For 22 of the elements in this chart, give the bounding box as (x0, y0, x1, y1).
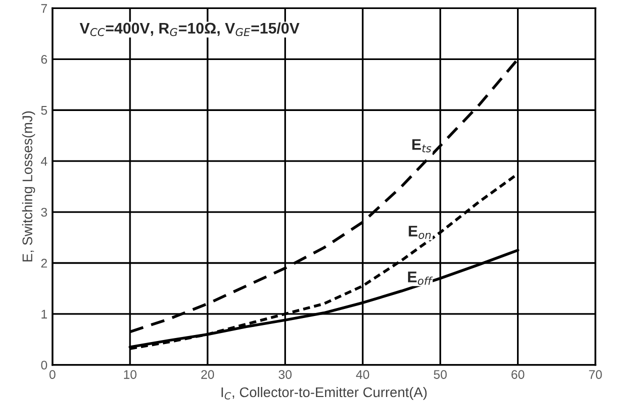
x-tick-label: 60 (512, 370, 524, 379)
annotation: V$_{CC}$=400V, R$_{G}$=10Ω, V$_{GE}$=15/0V (80, 22, 300, 36)
x-tick-label: 70 (589, 370, 602, 379)
x-tick-label: 10 (124, 370, 136, 379)
x-tick-label: 30 (278, 370, 292, 379)
series-label: E$_{ts}$ (412, 139, 432, 152)
series-label: E$_{on}$ (408, 226, 431, 239)
x-tick-label: 20 (201, 370, 214, 379)
x-tick-label: 40 (356, 370, 370, 379)
y-tick-label: 7 (41, 4, 47, 13)
y-tick-label: 2 (41, 258, 47, 268)
y-axis-title: E, Switching Losses(mJ) (22, 111, 36, 262)
y-tick-label: 3 (41, 208, 48, 217)
y-tick-label: 5 (41, 106, 48, 115)
x-tick-label: 50 (434, 370, 447, 379)
x-axis-title: I$_{C}$, Collector-to-Emitter Current(A) (222, 386, 427, 400)
x-tick-label: 0 (49, 370, 56, 379)
y-tick-label: 4 (40, 157, 48, 166)
y-tick-label: 1 (42, 310, 47, 318)
series-label: E$_{off}$ (408, 272, 433, 285)
y-tick-label: 0 (41, 360, 48, 370)
y-tick-label: 6 (41, 54, 48, 64)
